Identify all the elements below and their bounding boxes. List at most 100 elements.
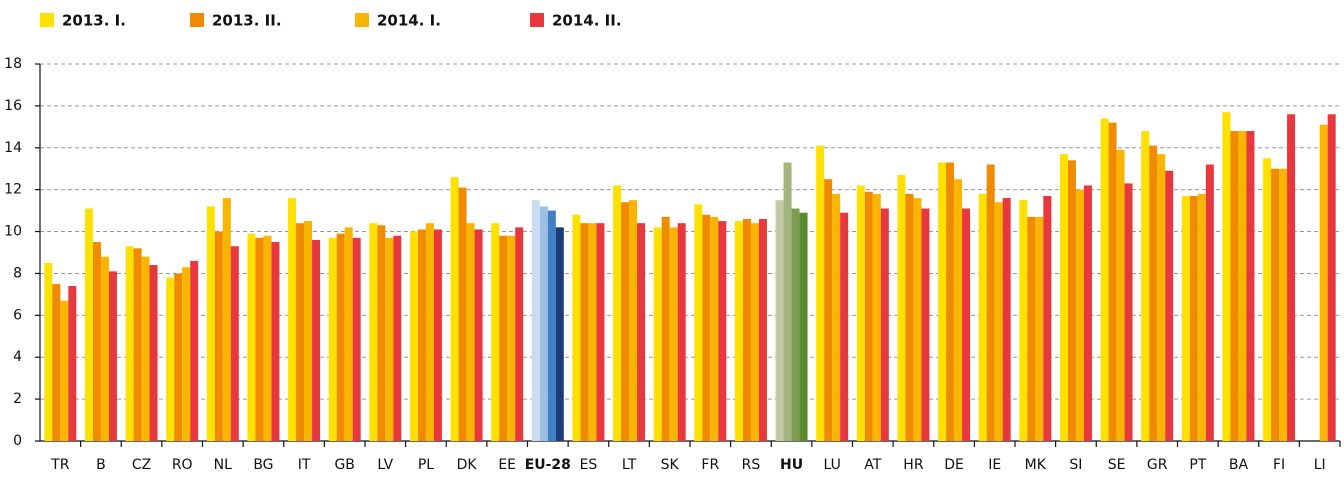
bar bbox=[166, 277, 175, 441]
bar bbox=[499, 235, 508, 441]
bar bbox=[1116, 149, 1125, 441]
bar bbox=[1141, 131, 1150, 441]
bar bbox=[832, 193, 841, 441]
bar bbox=[507, 235, 516, 441]
bar bbox=[1019, 200, 1028, 441]
bar bbox=[694, 204, 703, 441]
x-tick-label: ES bbox=[580, 457, 598, 473]
bar bbox=[946, 162, 955, 441]
bar bbox=[1181, 195, 1190, 441]
bar bbox=[1157, 154, 1166, 442]
bar bbox=[385, 237, 394, 441]
legend-swatch bbox=[530, 13, 544, 27]
bar bbox=[880, 208, 889, 441]
x-tick-label: HR bbox=[903, 457, 924, 473]
x-tick-label: B bbox=[96, 457, 106, 473]
bar bbox=[1124, 183, 1133, 441]
bar bbox=[377, 225, 386, 441]
bar bbox=[913, 198, 922, 441]
bar bbox=[938, 162, 947, 441]
bar bbox=[328, 237, 337, 441]
bar bbox=[263, 235, 272, 441]
bar bbox=[174, 273, 183, 441]
x-tick-label: BG bbox=[253, 457, 273, 473]
bar bbox=[296, 223, 305, 441]
bar bbox=[288, 198, 297, 441]
x-tick-label: LU bbox=[824, 457, 841, 473]
y-tick-label: 0 bbox=[13, 433, 22, 449]
bar bbox=[125, 246, 134, 441]
bar bbox=[840, 212, 849, 441]
bar bbox=[247, 233, 256, 441]
bar bbox=[629, 200, 638, 441]
y-tick-label: 12 bbox=[4, 182, 22, 198]
bar bbox=[149, 265, 158, 441]
bar bbox=[653, 227, 662, 441]
bar bbox=[336, 233, 345, 441]
bar bbox=[547, 210, 556, 441]
bar bbox=[1287, 114, 1296, 442]
bar bbox=[466, 223, 475, 441]
x-tick-label: DE bbox=[944, 457, 964, 473]
bar bbox=[1165, 170, 1174, 442]
x-tick-label: GR bbox=[1147, 457, 1168, 473]
x-tick-label: RO bbox=[172, 457, 193, 473]
y-tick-label: 6 bbox=[13, 307, 22, 323]
bar bbox=[799, 212, 808, 441]
bar bbox=[68, 286, 77, 441]
bar bbox=[661, 216, 670, 441]
y-tick-label: 18 bbox=[4, 56, 22, 72]
y-tick-label: 4 bbox=[13, 349, 22, 365]
x-tick-label: SK bbox=[661, 457, 680, 473]
bar bbox=[978, 193, 987, 441]
legend-swatch bbox=[355, 13, 369, 27]
x-tick-label: HU bbox=[780, 457, 803, 473]
x-tick-label: PL bbox=[418, 457, 434, 473]
bar bbox=[621, 202, 630, 441]
bar bbox=[1279, 168, 1288, 441]
x-tick-label: DK bbox=[457, 457, 478, 473]
legend-swatch bbox=[40, 13, 54, 27]
x-tick-label: EE bbox=[498, 457, 516, 473]
y-tick-label: 2 bbox=[13, 391, 22, 407]
bar bbox=[555, 227, 564, 441]
bar bbox=[872, 193, 881, 441]
bar bbox=[1238, 131, 1247, 441]
x-tick-label: EU-28 bbox=[525, 457, 571, 473]
bar bbox=[182, 267, 191, 441]
bar bbox=[409, 231, 418, 441]
bar bbox=[1059, 154, 1068, 442]
bar bbox=[1149, 145, 1158, 441]
bar bbox=[588, 223, 597, 441]
x-tick-label: TR bbox=[50, 457, 70, 473]
y-tick-label: 14 bbox=[4, 140, 22, 156]
bar bbox=[1230, 131, 1239, 441]
bar bbox=[613, 185, 622, 441]
bar bbox=[954, 179, 963, 441]
bar bbox=[255, 237, 264, 441]
bar bbox=[450, 177, 459, 441]
bar bbox=[864, 191, 873, 441]
bar bbox=[1002, 198, 1011, 441]
bar bbox=[1246, 131, 1255, 441]
y-tick-label: 16 bbox=[4, 98, 22, 114]
bar bbox=[1271, 168, 1280, 441]
bar bbox=[52, 283, 61, 441]
x-tick-label: PT bbox=[1189, 457, 1206, 473]
bar bbox=[718, 221, 727, 441]
bar bbox=[1075, 189, 1084, 441]
bar bbox=[369, 223, 378, 441]
x-tick-label: RS bbox=[742, 457, 761, 473]
bar bbox=[677, 223, 686, 441]
x-tick-label: FI bbox=[1273, 457, 1285, 473]
bar bbox=[206, 206, 215, 441]
x-tick-label: CZ bbox=[132, 457, 151, 473]
bar bbox=[775, 200, 784, 441]
bar bbox=[417, 229, 426, 441]
bar bbox=[92, 242, 101, 441]
bar bbox=[190, 260, 199, 441]
x-tick-label: SE bbox=[1108, 457, 1126, 473]
x-tick-label: BA bbox=[1229, 457, 1249, 473]
bar bbox=[1205, 164, 1214, 442]
bar bbox=[515, 227, 524, 441]
